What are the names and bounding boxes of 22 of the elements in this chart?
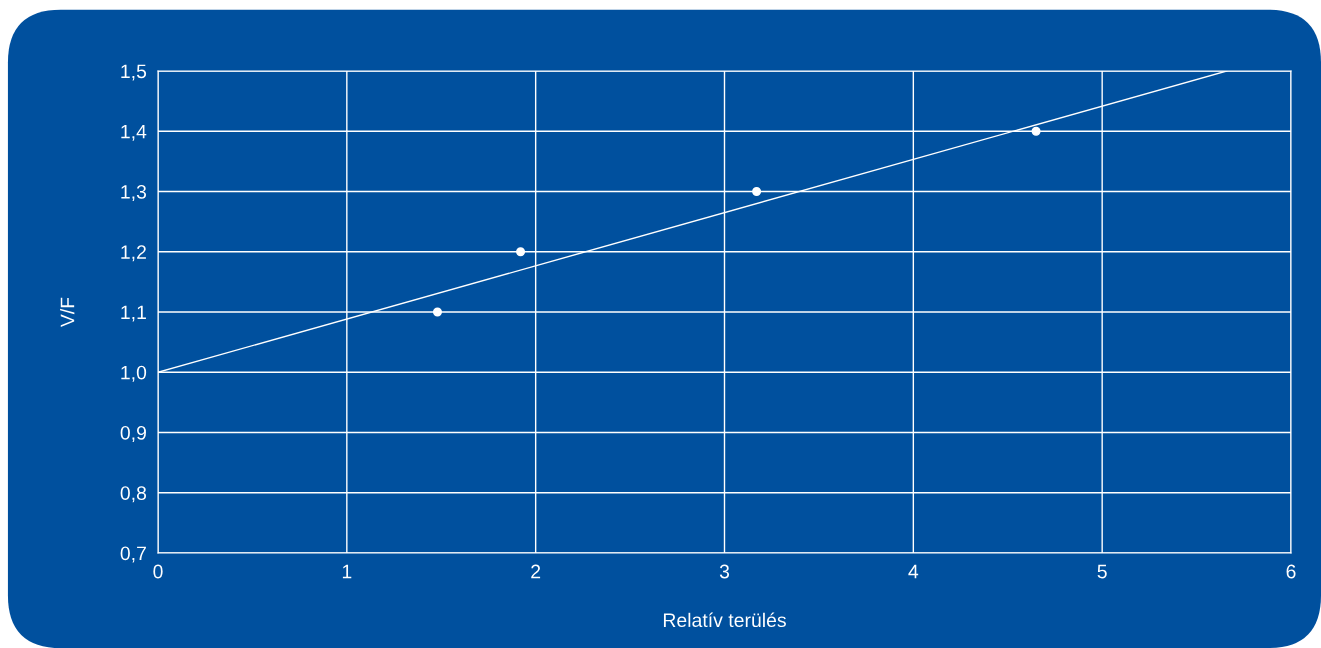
point — [752, 187, 762, 196]
y-tick-label: 0,7 — [120, 546, 146, 563]
x-tick-label: 1 — [342, 564, 352, 579]
y-tick-label: 0,9 — [120, 425, 146, 443]
y-axis-title: V/F — [60, 297, 75, 328]
x-axis-title: Relatív terülés — [663, 612, 786, 628]
y-tick-label: 1,5 — [121, 64, 147, 81]
point — [516, 247, 526, 257]
y-tick-label: 1,2 — [121, 245, 146, 262]
x-tick-label: 0 — [153, 564, 163, 579]
y-tick-label: 1,0 — [121, 365, 147, 382]
x-tick-label: 3 — [719, 564, 730, 579]
x-tick-label: 2 — [531, 564, 541, 579]
x-tick-label: 5 — [1097, 564, 1107, 579]
y-tick-label: 1,3 — [121, 184, 147, 202]
point — [432, 307, 442, 317]
x-tick-label: 4 — [908, 564, 919, 579]
y-tick-label: 1,4 — [121, 124, 147, 141]
y-tick-label: 0,8 — [120, 486, 147, 503]
x-tick-label: 6 — [1286, 564, 1296, 579]
point — [1031, 126, 1041, 136]
y-tick-label: 1,1 — [121, 305, 146, 322]
